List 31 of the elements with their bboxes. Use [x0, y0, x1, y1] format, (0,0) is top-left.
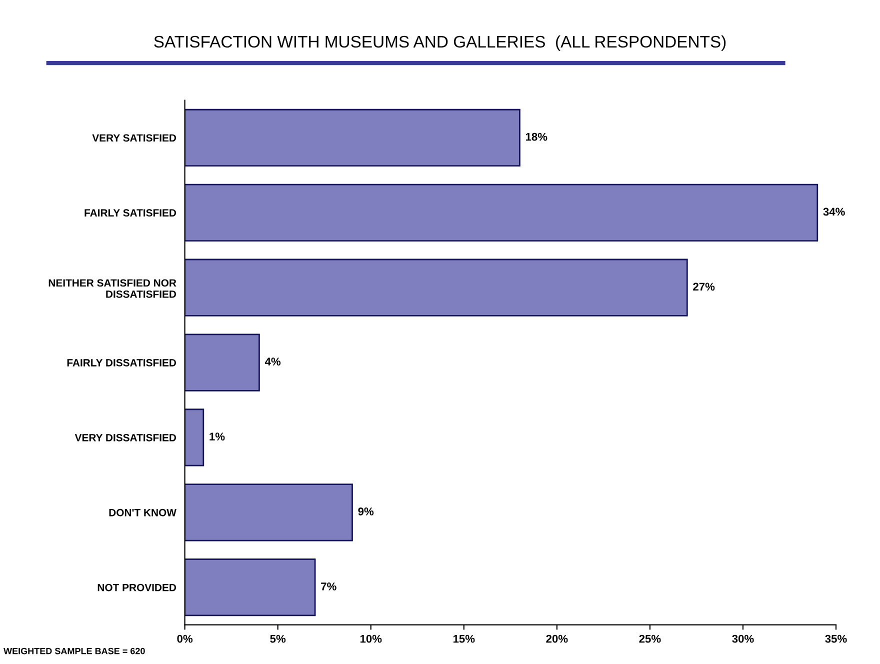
data-label: 4% — [264, 358, 281, 366]
bar — [184, 184, 818, 242]
x-tick-label: 30% — [732, 634, 754, 643]
data-label: 18% — [526, 132, 548, 141]
data-label: 7% — [321, 582, 336, 590]
data-label: 34% — [823, 208, 845, 216]
data-label: 1% — [210, 432, 225, 440]
x-tick-label: 20% — [546, 634, 568, 643]
y-tick-label: FAIRLY DISSATISFIED — [67, 359, 176, 366]
data-label: 27% — [693, 282, 715, 291]
data-label: 9% — [358, 508, 374, 516]
y-tick-label: NEITHER SATISFIED NOR DISSATISFIED — [48, 279, 176, 298]
bar — [184, 558, 316, 616]
bar — [184, 258, 688, 316]
x-tick-label: 5% — [270, 634, 286, 643]
x-tick-label: 25% — [639, 634, 661, 643]
y-tick-label: VERY SATISFIED — [92, 134, 176, 142]
bar — [184, 108, 520, 167]
x-tick-label: 15% — [453, 634, 475, 643]
y-tick-label: VERY DISSATISFIED — [74, 434, 176, 442]
y-tick-label: NOT PROVIDED — [98, 584, 176, 592]
bar — [184, 408, 204, 466]
y-tick-label: DON'T KNOW — [109, 508, 176, 516]
chart-title: SATISFACTION WITH MUSEUMS AND GALLERIES (ALL RESPONDENTS) — [154, 35, 726, 51]
bar — [184, 484, 353, 542]
bar — [184, 334, 260, 392]
y-tick-label: FAIRLY SATISFIED — [84, 209, 176, 217]
x-tick-label: 10% — [360, 634, 382, 643]
text: WEIGHTED SAMPLE BASE = 620 — [4, 648, 145, 654]
x-tick-label: 35% — [825, 634, 847, 643]
x-tick-label: 0% — [177, 634, 193, 643]
